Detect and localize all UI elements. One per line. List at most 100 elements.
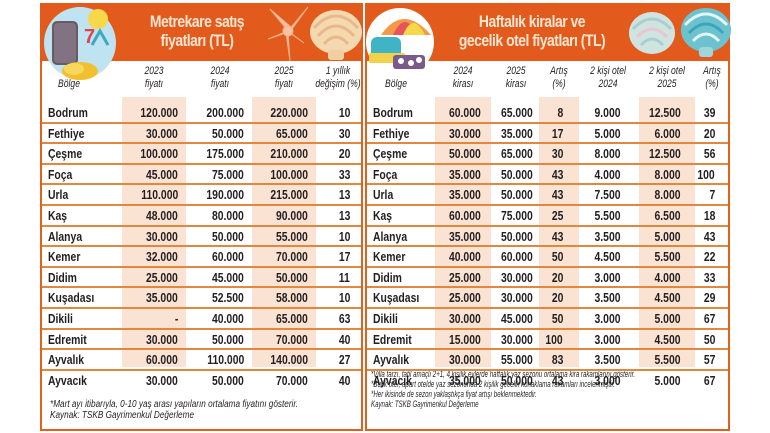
cell-2024-price: 200.000 xyxy=(206,105,244,120)
cell-rent-2024: 50.000 xyxy=(449,146,481,162)
cell-hotel-2024: 3.500 xyxy=(594,352,621,368)
header-hotel-change: Artış (%) xyxy=(703,65,721,90)
cell-rent-change: 100 xyxy=(545,331,563,347)
title-line-1: Haftalık kiralar ve xyxy=(478,12,586,31)
cell-2025-price: 65.000 xyxy=(276,125,308,141)
cell-rent-2024: 25.000 xyxy=(449,290,481,306)
cell-2023-price: 30.000 xyxy=(146,331,178,347)
cell-yearly-change: 40 xyxy=(338,331,350,347)
table-row: Bodrum 120.000 200.000 220.000 10 xyxy=(42,103,361,124)
cell-hotel-change: 18 xyxy=(703,207,715,223)
cell-hotel-change: 57 xyxy=(703,352,715,368)
cell-rent-2024: 30.000 xyxy=(449,125,481,141)
cell-region: Kaş xyxy=(48,207,68,223)
cell-rent-change: 20 xyxy=(551,290,563,306)
cell-hotel-2025: 12.500 xyxy=(649,105,681,120)
cell-region: Ayvacık xyxy=(373,372,412,388)
cell-rent-change: 43 xyxy=(551,187,563,203)
cell-hotel-change: 43 xyxy=(703,228,715,244)
cell-2023-price: 32.000 xyxy=(146,249,178,265)
cell-hotel-2024: 8.000 xyxy=(594,146,621,162)
table-row: Ayvacık 30.000 50.000 70.000 40 xyxy=(42,371,361,392)
cell-2023-price: 25.000 xyxy=(146,269,178,285)
cell-hotel-change: 100 xyxy=(697,166,715,182)
cell-2023-price: 45.000 xyxy=(146,166,178,182)
header-region: Bölge xyxy=(58,78,80,90)
cell-region: Ayvalık xyxy=(48,352,85,368)
cell-rent-change: 83 xyxy=(551,352,563,368)
cell-hotel-change: 29 xyxy=(703,290,715,306)
table-row: Kaş 60.000 75.000 25 5.500 6.500 18 xyxy=(367,206,728,227)
cell-rent-change: 25 xyxy=(551,207,563,223)
cell-hotel-2024: 3.000 xyxy=(594,331,621,347)
cell-hotel-2024: 3.500 xyxy=(594,290,621,306)
column-shade-rent-change xyxy=(539,97,579,367)
cell-2023-price: 110.000 xyxy=(140,187,178,203)
cell-region: Edremit xyxy=(48,331,87,347)
cell-region: Dikili xyxy=(373,310,398,326)
cell-region: Çeşme xyxy=(48,146,83,162)
cell-hotel-2024: 4.500 xyxy=(594,249,621,265)
cell-hotel-2025: 8.000 xyxy=(654,187,681,203)
cell-region: Foça xyxy=(48,166,73,182)
cell-yearly-change: 30 xyxy=(338,125,350,141)
cell-rent-2025: 30.000 xyxy=(501,290,533,306)
cell-hotel-2025: 5.000 xyxy=(654,228,681,244)
footnote-line: *Her ikisinde de sezon yaklaştıkça fiyat… xyxy=(371,389,537,399)
cell-yearly-change: 20 xyxy=(338,146,350,162)
cell-hotel-2025: 5.500 xyxy=(654,352,681,368)
table-row: Didim 25.000 45.000 50.000 11 xyxy=(42,268,361,289)
cell-2025-price: 140.000 xyxy=(270,352,308,368)
beach-umbrella-icon xyxy=(363,5,437,79)
rent-table-rows: Bodrum 60.000 65.000 8 9.000 12.500 39 Fethiye 3… xyxy=(367,103,728,391)
cell-2024-price: 45.000 xyxy=(212,269,244,285)
table-row: Bodrum 60.000 65.000 8 9.000 12.500 39 xyxy=(367,103,728,124)
header-2024-price: 2024 fiyatı xyxy=(210,65,230,90)
starfish-icon xyxy=(264,3,312,62)
cell-2025-price: 65.000 xyxy=(276,310,308,326)
footnote-line: *Villa tarzı, tatil amaçlı 2+1, 4 kişili… xyxy=(371,369,636,379)
sales-price-table-panel: 7 Metrekare satış fiyatları (TL) xyxy=(40,3,363,431)
cell-2025-price: 70.000 xyxy=(276,331,308,347)
cell-region: Alanya xyxy=(373,228,408,244)
cell-2025-price: 70.000 xyxy=(276,372,308,388)
cell-2024-price: 80.000 xyxy=(212,207,244,223)
header-yearly-change: 1 yıllık değişim (%) xyxy=(315,65,361,90)
table-row: Edremit 30.000 50.000 70.000 40 xyxy=(42,330,361,351)
column-shade-2025 xyxy=(252,97,316,367)
sales-table-rows: Bodrum 120.000 200.000 220.000 10 Fethiye 30.0… xyxy=(42,103,361,391)
cell-2023-price: 30.000 xyxy=(146,228,178,244)
footnote: *Villa tarzı, tatil amaçlı 2+1, 4 kişili… xyxy=(371,369,635,409)
cell-region: Edremit xyxy=(373,331,412,347)
cell-2025-price: 100.000 xyxy=(270,166,308,182)
cell-2024-price: 60.000 xyxy=(212,249,244,265)
cell-2023-price: - xyxy=(174,310,178,326)
cell-rent-change: 20 xyxy=(551,269,563,285)
cell-hotel-change: 39 xyxy=(703,105,715,120)
cell-region: Kuşadası xyxy=(373,290,420,306)
cell-hotel-2025: 12.500 xyxy=(649,146,681,162)
cell-rent-2025: 55.000 xyxy=(501,352,533,368)
cell-hotel-change: 56 xyxy=(703,146,715,162)
cell-rent-2024: 40.000 xyxy=(449,249,481,265)
cell-2024-price: 175.000 xyxy=(206,146,244,162)
cell-2025-price: 215.000 xyxy=(270,187,308,203)
cell-2023-price: 30.000 xyxy=(146,125,178,141)
cell-hotel-2025: 5.500 xyxy=(654,249,681,265)
cell-2023-price: 100.000 xyxy=(140,146,178,162)
cell-yearly-change: 10 xyxy=(338,290,350,306)
table-row: Kemer 32.000 60.000 70.000 17 xyxy=(42,247,361,268)
cell-yearly-change: 40 xyxy=(338,372,350,388)
cell-yearly-change: 13 xyxy=(338,207,350,223)
cell-region: Bodrum xyxy=(48,105,88,120)
cell-rent-2024: 35.000 xyxy=(449,372,481,388)
cell-rent-2024: 30.000 xyxy=(449,352,481,368)
cell-hotel-2024: 3.000 xyxy=(594,310,621,326)
cell-rent-2024: 60.000 xyxy=(449,105,481,120)
footnote-line: *Mart ayı itibarıyla, 0-10 yaş arası yap… xyxy=(50,399,299,410)
cell-hotel-change: 50 xyxy=(703,331,715,347)
table-row: Fethiye 30.000 35.000 17 5.000 6.000 20 xyxy=(367,124,728,145)
seashell-icon xyxy=(308,6,364,62)
column-shade-2023 xyxy=(122,97,186,367)
cell-region: Kemer xyxy=(48,249,81,265)
